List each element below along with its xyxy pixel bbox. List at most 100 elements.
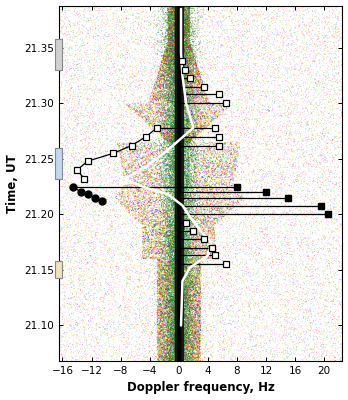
Point xyxy=(194,64,199,70)
Point xyxy=(172,238,177,245)
Point xyxy=(116,87,122,93)
Point xyxy=(122,236,127,242)
Point xyxy=(205,230,211,236)
Point xyxy=(212,23,217,29)
Point xyxy=(179,26,184,32)
Point xyxy=(213,318,219,325)
Point xyxy=(185,72,191,78)
Point xyxy=(137,102,142,108)
Point xyxy=(167,63,173,70)
Point xyxy=(316,45,322,51)
Point xyxy=(155,302,160,308)
Point xyxy=(169,328,175,334)
Point xyxy=(300,28,305,34)
Point xyxy=(196,79,201,86)
Point xyxy=(181,149,186,156)
Point xyxy=(235,163,240,170)
Point xyxy=(276,46,281,52)
Point xyxy=(168,297,174,304)
Point xyxy=(215,200,220,206)
Point xyxy=(60,168,65,175)
Point xyxy=(167,229,173,235)
Point xyxy=(179,310,184,316)
Point xyxy=(266,26,271,32)
Point xyxy=(176,307,182,314)
Point xyxy=(173,51,179,58)
Point xyxy=(177,320,183,326)
Point xyxy=(184,343,190,349)
Point xyxy=(295,306,300,312)
Point xyxy=(238,5,244,12)
Point xyxy=(158,240,164,247)
Point xyxy=(162,74,168,80)
Point xyxy=(161,101,167,107)
Point xyxy=(157,306,162,312)
Point xyxy=(336,192,342,199)
Point xyxy=(192,134,197,140)
Point xyxy=(157,354,162,361)
Point xyxy=(216,268,222,274)
Point xyxy=(182,55,188,62)
Point xyxy=(71,344,76,350)
Point xyxy=(207,304,213,310)
Point xyxy=(189,172,194,178)
Point xyxy=(161,266,167,273)
Point xyxy=(175,10,181,17)
Point xyxy=(203,180,208,186)
Point xyxy=(170,7,175,13)
Point xyxy=(142,245,148,251)
Point xyxy=(127,308,132,315)
Point xyxy=(326,165,332,172)
Point xyxy=(192,287,198,294)
Point xyxy=(173,310,179,316)
Point xyxy=(184,355,190,362)
Point xyxy=(164,95,170,101)
Point xyxy=(333,78,338,85)
Point xyxy=(176,178,182,184)
Point xyxy=(153,341,158,348)
Point xyxy=(214,114,220,120)
Point xyxy=(155,344,160,350)
Point xyxy=(183,337,189,343)
Point xyxy=(183,31,189,37)
Point xyxy=(182,298,188,305)
Point xyxy=(127,354,133,361)
Point xyxy=(185,139,190,145)
Point xyxy=(164,126,169,133)
Point xyxy=(91,173,96,179)
Point xyxy=(193,322,198,328)
Point xyxy=(73,165,79,171)
Point xyxy=(165,133,171,139)
Point xyxy=(168,31,174,38)
Point xyxy=(173,297,179,304)
Point xyxy=(169,53,175,60)
Point xyxy=(189,154,195,160)
Point xyxy=(183,135,189,142)
Point xyxy=(226,177,231,184)
Point xyxy=(164,338,169,345)
Point xyxy=(158,228,164,234)
Point xyxy=(56,131,62,137)
Point xyxy=(318,160,323,166)
Point xyxy=(91,228,97,234)
Point xyxy=(184,54,189,60)
Point xyxy=(143,102,149,108)
Point xyxy=(172,186,178,192)
Point xyxy=(158,226,163,232)
Point xyxy=(168,299,174,305)
Point xyxy=(175,318,180,324)
Point xyxy=(264,356,269,363)
Point xyxy=(227,320,233,327)
Point xyxy=(191,103,197,109)
Point xyxy=(184,123,189,130)
Point xyxy=(185,55,191,62)
Point xyxy=(187,251,192,257)
Point xyxy=(192,313,198,319)
Point xyxy=(300,246,306,252)
Point xyxy=(184,323,190,330)
Point xyxy=(128,123,133,130)
Point xyxy=(74,74,79,80)
Point xyxy=(187,76,192,83)
Point xyxy=(206,225,211,231)
Point xyxy=(180,66,185,72)
